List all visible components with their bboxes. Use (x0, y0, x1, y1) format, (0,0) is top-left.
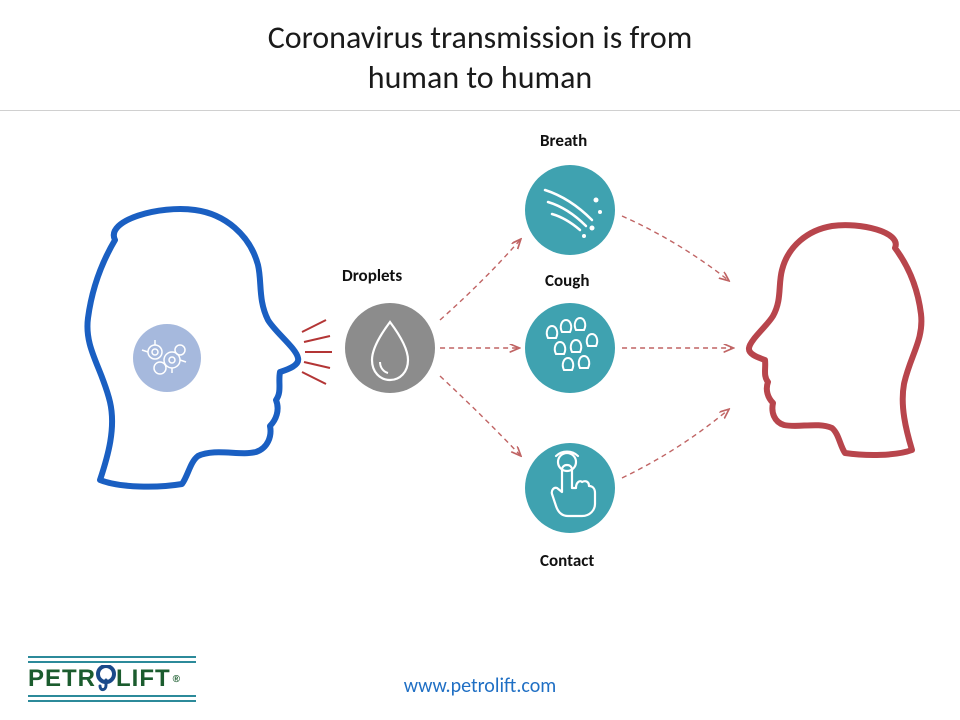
logo-registered: ® (173, 674, 181, 685)
source-head-icon (87, 209, 332, 487)
breath-icon (525, 165, 615, 255)
cough-icon (525, 303, 615, 393)
title-line1: Coronavirus transmission is from (268, 18, 693, 57)
diagram-svg (0, 110, 960, 650)
emit-lines-icon (302, 320, 332, 384)
logo-text-2: LIFT (116, 665, 171, 693)
petrolift-logo: PETR LIFT ® (28, 654, 196, 702)
contact-icon (525, 443, 615, 533)
title-line2: human to human (368, 58, 592, 97)
diagram-canvas: Droplets Breath Cough Contact (0, 110, 960, 650)
footer-url: www.petrolift.com (404, 674, 556, 698)
page-title: Coronavirus transmission is from human t… (0, 0, 960, 98)
target-head-icon (749, 225, 921, 455)
logo-text-1: PETR (28, 665, 96, 693)
logo-hook-icon (95, 665, 117, 693)
droplets-icon (345, 303, 435, 393)
